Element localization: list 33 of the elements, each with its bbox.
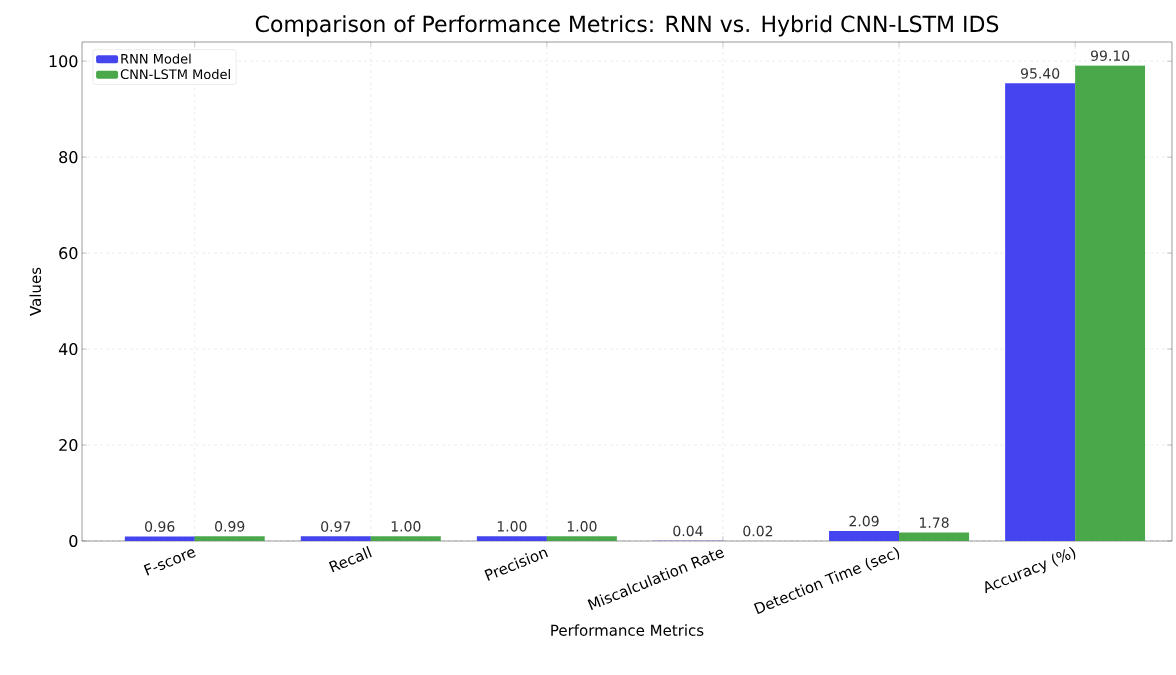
data-label: 1.00 <box>567 521 597 532</box>
data-label: 0.02 <box>743 525 773 537</box>
y-tick-label: 0 <box>69 534 78 548</box>
y-tick-label: 60 <box>59 247 78 260</box>
y-tick-label: 100 <box>49 55 78 68</box>
y-tick-label: 40 <box>58 343 78 356</box>
chart-title: Comparison of Performance Metrics: RNN vs. Hybrid CNN-LSTM IDS <box>255 15 999 37</box>
y-axis-title: Values <box>29 267 42 316</box>
bar <box>300 536 371 541</box>
data-label: 99.10 <box>1090 50 1130 61</box>
legend-label: RNN Model <box>121 53 191 64</box>
bar <box>194 536 265 541</box>
bar <box>1075 65 1146 541</box>
data-label: 0.04 <box>673 525 703 537</box>
data-label: 1.00 <box>391 521 421 532</box>
bar <box>546 536 617 541</box>
bar <box>476 536 547 541</box>
data-label: 0.97 <box>321 521 351 532</box>
bar <box>1005 83 1076 541</box>
y-tick-label: 20 <box>59 438 78 452</box>
data-label: 0.96 <box>145 521 175 532</box>
bar <box>370 536 441 541</box>
bar <box>899 532 970 541</box>
data-label: 95.40 <box>1020 68 1060 79</box>
data-label: 1.00 <box>497 521 527 532</box>
data-label: 2.09 <box>849 515 879 527</box>
bar <box>124 536 195 541</box>
legend-label: CNN-LSTM Model <box>120 69 230 80</box>
data-label: 0.99 <box>215 521 245 532</box>
x-axis-title: Performance Metrics <box>551 624 704 636</box>
data-label: 1.78 <box>919 517 949 528</box>
bar <box>829 530 900 541</box>
y-tick-label: 80 <box>59 151 78 164</box>
